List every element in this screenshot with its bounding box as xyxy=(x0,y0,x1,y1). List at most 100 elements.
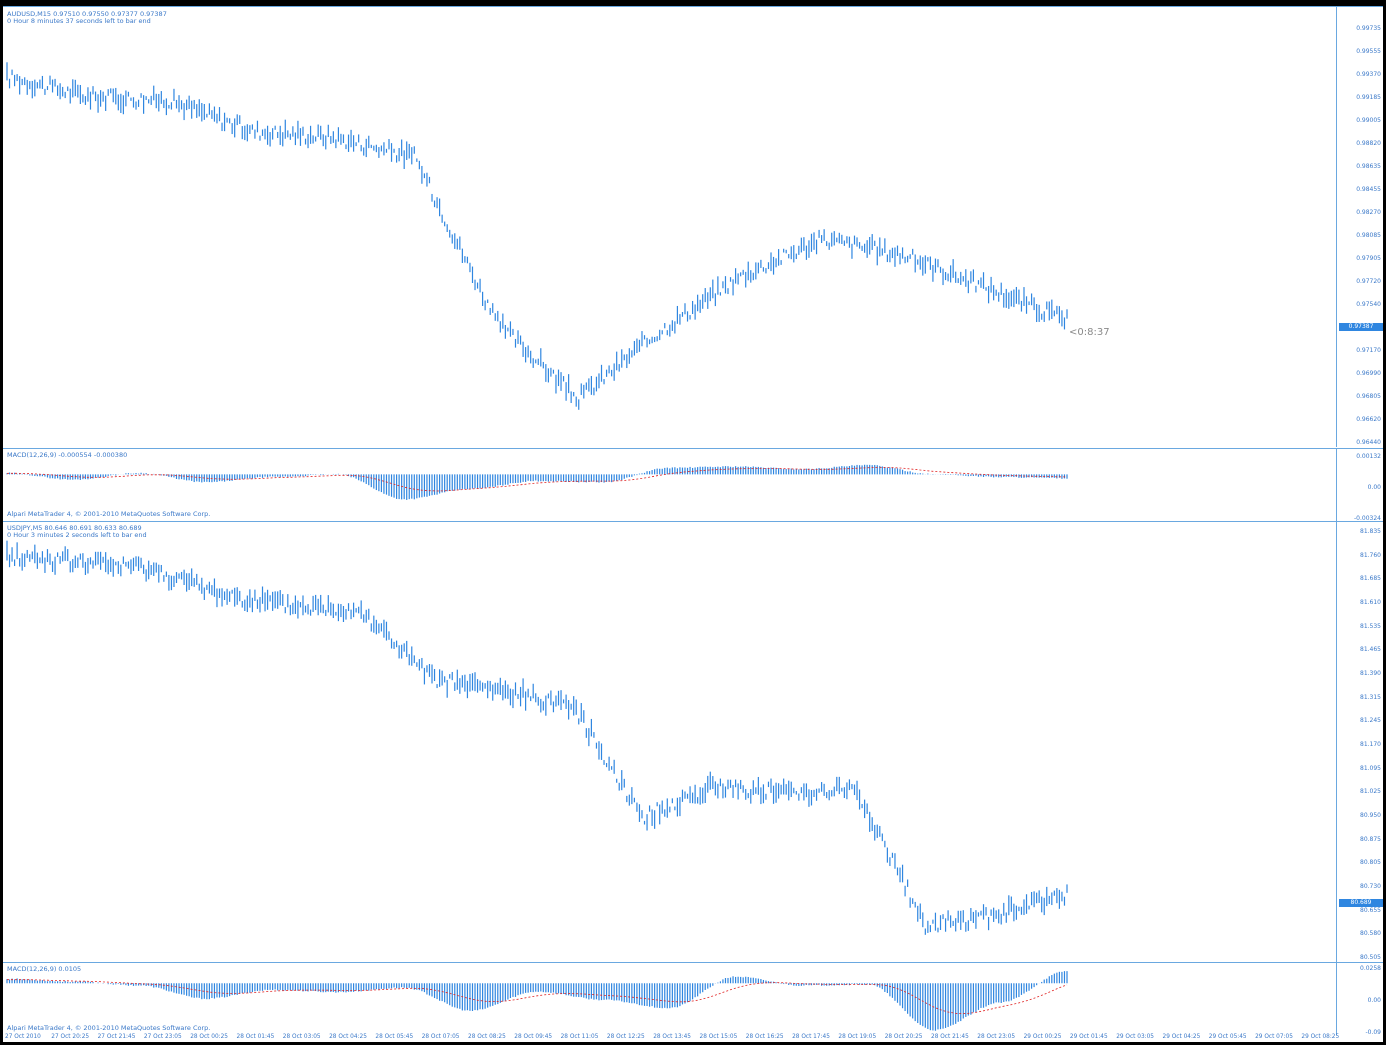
time-tick: 28 Oct 16:25 xyxy=(745,1034,784,1040)
audusd-price-tick: 0.96620 xyxy=(1356,416,1381,423)
time-tick: 28 Oct 12:25 xyxy=(606,1034,645,1040)
macd-label-2: MACD(12,26,9) 0.0105 xyxy=(7,965,82,973)
usdjpy-price-tick: 81.315 xyxy=(1360,693,1381,701)
time-tick: 28 Oct 20:25 xyxy=(884,1034,923,1040)
audusd-macd-tick: 0.00 xyxy=(1367,484,1381,491)
usdjpy-price-tick: 81.760 xyxy=(1360,551,1381,559)
audusd-price-tick: 0.99370 xyxy=(1356,71,1381,78)
usdjpy-macd-tick: 0.00 xyxy=(1367,997,1381,1004)
time-tick: 28 Oct 17:45 xyxy=(792,1034,830,1040)
time-tick: 27 Oct 23:05 xyxy=(143,1034,182,1040)
audusd-price-tick: 0.99555 xyxy=(1356,48,1381,55)
usdjpy-price-tick: 81.835 xyxy=(1360,528,1381,535)
audusd-price-tick: 0.97540 xyxy=(1356,301,1381,308)
usdjpy-price-tick: 81.095 xyxy=(1360,764,1381,772)
macd-label: MACD(12,26,9) -0.000554 -0.000380 xyxy=(7,451,128,459)
time-tick: 29 Oct 05:45 xyxy=(1208,1034,1247,1040)
time-tick: 28 Oct 08:25 xyxy=(468,1034,506,1040)
usdjpy-price-axis[interactable]: 81.835 81.760 81.685 81.610 81.535 81.465 81.3… xyxy=(1336,522,1383,962)
audusd-macd-tick: 0.00132 xyxy=(1356,453,1381,460)
audusd-price-tick: 0.99005 xyxy=(1356,117,1381,124)
audusd-price-tick: 0.99735 xyxy=(1356,25,1381,32)
usdjpy-price-tick: 80.655 xyxy=(1360,906,1381,914)
time-tick: 27 Oct 20:25 xyxy=(51,1034,90,1040)
audusd-price-tick: 0.97170 xyxy=(1356,347,1381,354)
time-tick: 29 Oct 04:25 xyxy=(1162,1034,1201,1040)
time-tick: 28 Oct 04:25 xyxy=(329,1034,367,1040)
time-tick: 28 Oct 03:05 xyxy=(282,1034,321,1040)
usdjpy-header: USDJPY,M5 80.646 80.691 80.633 80.689 xyxy=(7,524,142,532)
time-tick: 28 Oct 07:05 xyxy=(421,1034,460,1040)
audusd-price-tick: 0.98635 xyxy=(1356,163,1381,170)
time-tick: 28 Oct 15:05 xyxy=(699,1034,738,1040)
usdjpy-price-tick: 81.685 xyxy=(1360,575,1381,583)
usdjpy-price-tick: 80.580 xyxy=(1360,930,1381,938)
time-tick: 28 Oct 23:05 xyxy=(977,1034,1016,1040)
time-tick: 27 Oct 21:45 xyxy=(97,1034,136,1040)
usdjpy-price-tick: 81.465 xyxy=(1360,646,1381,654)
usdjpy-price-tick: 81.390 xyxy=(1360,670,1381,677)
audusd-price-tick: 0.98455 xyxy=(1356,186,1381,193)
audusd-price-tick: 0.97905 xyxy=(1356,255,1381,262)
time-tick: 29 Oct 01:45 xyxy=(1069,1034,1108,1040)
audusd-price-axis[interactable]: 0.99735 0.99555 0.99370 0.99185 0.99005 0.988… xyxy=(1336,7,1383,447)
audusd-macd-signal-line xyxy=(6,466,1068,492)
chart-frame: AUDUSD,M15 0.97510 0.97550 0.97377 0.973… xyxy=(3,6,1383,1042)
usdjpy-price-chart xyxy=(6,540,1068,935)
time-axis: 27 Oct 2010 27 Oct 20:25 27 Oct 21:45 27 Oc… xyxy=(3,1034,1383,1042)
time-tick: 28 Oct 19:05 xyxy=(838,1034,877,1040)
audusd-price-tick: 0.97720 xyxy=(1356,278,1381,285)
time-tick: 28 Oct 11:05 xyxy=(560,1034,599,1040)
audusd-macd-tick: -0.00324 xyxy=(1354,515,1381,522)
time-tick: 28 Oct 09:45 xyxy=(514,1034,553,1040)
usdjpy-price-tick: 81.170 xyxy=(1360,741,1381,748)
audusd-price-tick: 0.96805 xyxy=(1356,393,1381,400)
usdjpy-macd-tick: -0.09 xyxy=(1365,1029,1381,1036)
time-tick: 27 Oct 2010 xyxy=(5,1034,41,1040)
usdjpy-price-tick: 80.875 xyxy=(1360,835,1381,843)
usdjpy-price-tick: 81.025 xyxy=(1360,788,1381,796)
time-tick: 28 Oct 01:45 xyxy=(236,1034,275,1040)
time-tick: 28 Oct 05:45 xyxy=(375,1034,414,1040)
time-tick: 29 Oct 00:25 xyxy=(1023,1034,1062,1040)
audusd-header: AUDUSD,M15 0.97510 0.97550 0.97377 0.973… xyxy=(7,10,167,18)
time-tick: 28 Oct 13:45 xyxy=(653,1034,691,1040)
usdjpy-price-tick: 80.805 xyxy=(1360,859,1381,867)
audusd-price-tick: 0.99185 xyxy=(1356,94,1381,101)
usdjpy-macd-pane[interactable]: MACD(12,26,9) 0.0105 Alpari MetaTrader 4… xyxy=(3,962,1383,1036)
bar-countdown: <0:8:37 xyxy=(1069,327,1110,338)
current-price-marker: 0.97387 xyxy=(1339,323,1383,331)
usdjpy-price-tick: 81.245 xyxy=(1360,717,1381,725)
time-tick: 28 Oct 00:25 xyxy=(190,1034,228,1040)
audusd-price-tick: 0.98085 xyxy=(1356,232,1381,239)
usdjpy-price-tick: 80.730 xyxy=(1360,883,1381,890)
usdjpy-price-tick: 81.610 xyxy=(1360,599,1381,606)
copyright-footer: Alpari MetaTrader 4, © 2001-2010 MetaQuo… xyxy=(7,510,211,518)
audusd-price-tick: 0.96990 xyxy=(1356,370,1381,377)
audusd-macd-axis: 0.00132 0.00 -0.00324 xyxy=(1336,449,1383,522)
audusd-timer: 0 Hour 8 minutes 37 seconds left to bar … xyxy=(7,17,151,25)
usdjpy-price-tick: 80.505 xyxy=(1360,954,1381,961)
audusd-price-tick: 0.98270 xyxy=(1356,209,1381,216)
audusd-price-pane[interactable]: AUDUSD,M15 0.97510 0.97550 0.97377 0.973… xyxy=(3,6,1383,447)
audusd-price-chart xyxy=(6,62,1068,410)
time-tick: 29 Oct 08:25 xyxy=(1301,1034,1340,1040)
audusd-price-tick: 0.96440 xyxy=(1356,439,1381,446)
time-tick: 29 Oct 07:05 xyxy=(1255,1034,1293,1040)
audusd-macd-chart xyxy=(6,464,1068,500)
audusd-price-tick: 0.98820 xyxy=(1356,140,1381,147)
usdjpy-timer: 0 Hour 3 minutes 2 seconds left to bar e… xyxy=(7,531,147,539)
copyright-footer-2: Alpari MetaTrader 4, © 2001-2010 MetaQuo… xyxy=(7,1024,211,1032)
audusd-macd-pane[interactable]: MACD(12,26,9) -0.000554 -0.000380 Alpari… xyxy=(3,448,1383,522)
usdjpy-price-tick: 80.950 xyxy=(1360,812,1381,819)
usdjpy-price-tick: 81.535 xyxy=(1360,622,1381,630)
usdjpy-price-pane[interactable]: USDJPY,M5 80.646 80.691 80.633 80.689 0 … xyxy=(3,521,1383,962)
current-price-marker-2: 80.689 xyxy=(1339,899,1383,907)
time-tick: 29 Oct 03:05 xyxy=(1116,1034,1154,1040)
time-tick: 28 Oct 21:45 xyxy=(931,1034,969,1040)
usdjpy-macd-chart xyxy=(6,971,1068,1031)
usdjpy-macd-axis: 0.0258 0.00 -0.09 xyxy=(1336,963,1383,1036)
usdjpy-macd-tick: 0.0258 xyxy=(1360,965,1381,972)
usdjpy-macd-signal-line xyxy=(7,979,1068,1014)
